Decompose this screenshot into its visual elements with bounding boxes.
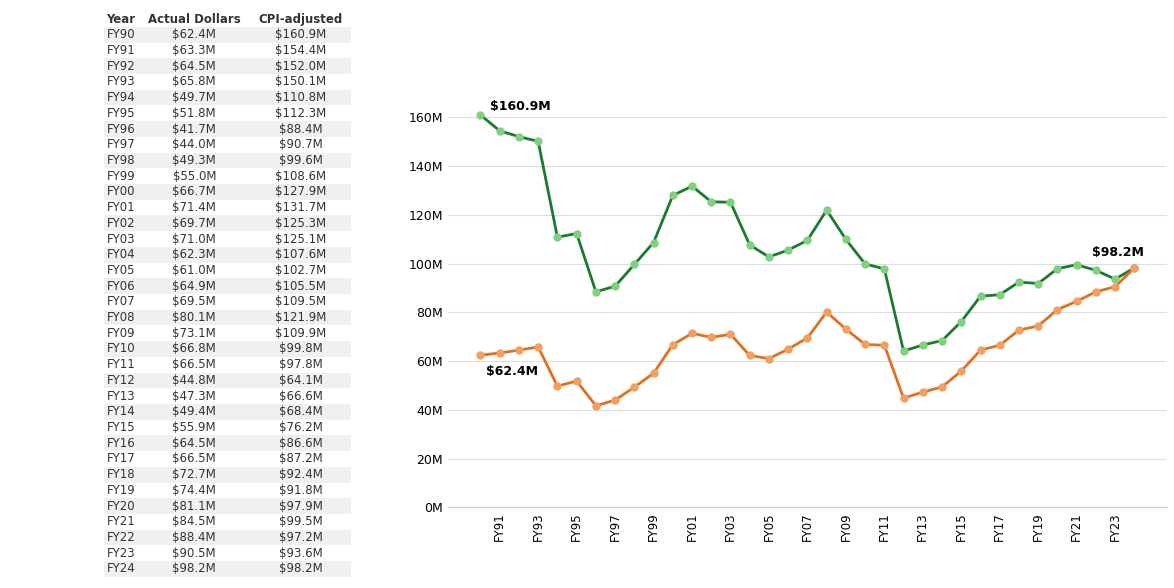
Text: $160.9M: $160.9M bbox=[490, 100, 551, 113]
Text: $62.4M: $62.4M bbox=[486, 365, 538, 377]
Text: $98.2M: $98.2M bbox=[1092, 246, 1143, 259]
